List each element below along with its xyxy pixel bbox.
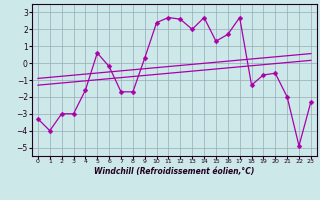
X-axis label: Windchill (Refroidissement éolien,°C): Windchill (Refroidissement éolien,°C) [94, 167, 255, 176]
